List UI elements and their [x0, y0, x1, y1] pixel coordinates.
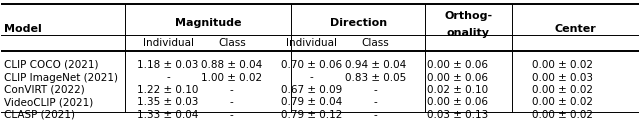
Text: CLASP (2021): CLASP (2021)	[4, 110, 75, 120]
Text: -: -	[230, 97, 234, 107]
Text: -: -	[166, 73, 170, 83]
Text: Direction: Direction	[330, 18, 387, 28]
Text: 0.00 ± 0.06: 0.00 ± 0.06	[427, 97, 488, 107]
Text: Magnitude: Magnitude	[175, 18, 241, 28]
Text: 1.00 ± 0.02: 1.00 ± 0.02	[202, 73, 262, 83]
Text: CLIP COCO (2021): CLIP COCO (2021)	[4, 60, 99, 70]
Text: -: -	[230, 110, 234, 120]
Text: CLIP ImageNet (2021): CLIP ImageNet (2021)	[4, 73, 118, 83]
Text: VideoCLIP (2021): VideoCLIP (2021)	[4, 97, 93, 107]
Text: 0.00 ± 0.06: 0.00 ± 0.06	[427, 60, 488, 70]
Text: 0.03 ± 0.13: 0.03 ± 0.13	[427, 110, 488, 120]
Text: 1.18 ± 0.03: 1.18 ± 0.03	[138, 60, 198, 70]
Text: Individual: Individual	[286, 38, 337, 48]
Text: 0.00 ± 0.03: 0.00 ± 0.03	[532, 73, 593, 83]
Text: 0.70 ± 0.06: 0.70 ± 0.06	[281, 60, 342, 70]
Text: 0.67 ± 0.09: 0.67 ± 0.09	[281, 85, 342, 95]
Text: -: -	[374, 97, 378, 107]
Text: 1.22 ± 0.10: 1.22 ± 0.10	[138, 85, 198, 95]
Text: -: -	[310, 73, 314, 83]
Text: 0.02 ± 0.10: 0.02 ± 0.10	[427, 85, 488, 95]
Text: onality: onality	[447, 28, 490, 38]
Text: 0.94 ± 0.04: 0.94 ± 0.04	[345, 60, 406, 70]
Text: Center: Center	[555, 24, 596, 34]
Text: ConVIRT (2022): ConVIRT (2022)	[4, 85, 84, 95]
Text: 0.88 ± 0.04: 0.88 ± 0.04	[201, 60, 262, 70]
Text: Individual: Individual	[143, 38, 193, 48]
Text: 0.83 ± 0.05: 0.83 ± 0.05	[345, 73, 406, 83]
Text: 0.79 ± 0.04: 0.79 ± 0.04	[281, 97, 342, 107]
Text: 0.00 ± 0.02: 0.00 ± 0.02	[532, 85, 593, 95]
Text: 1.35 ± 0.03: 1.35 ± 0.03	[138, 97, 198, 107]
Text: 0.00 ± 0.02: 0.00 ± 0.02	[532, 97, 593, 107]
Text: 0.00 ± 0.02: 0.00 ± 0.02	[532, 60, 593, 70]
Text: Model: Model	[4, 24, 42, 34]
Text: -: -	[374, 110, 378, 120]
Text: -: -	[374, 85, 378, 95]
Text: Class: Class	[218, 38, 246, 48]
Text: Orthog-: Orthog-	[444, 11, 493, 21]
Text: -: -	[230, 85, 234, 95]
Text: 0.79 ± 0.12: 0.79 ± 0.12	[281, 110, 342, 120]
Text: Class: Class	[362, 38, 389, 48]
Text: 1.33 ± 0.04: 1.33 ± 0.04	[138, 110, 198, 120]
Text: 0.00 ± 0.06: 0.00 ± 0.06	[427, 73, 488, 83]
Text: 0.00 ± 0.02: 0.00 ± 0.02	[532, 110, 593, 120]
